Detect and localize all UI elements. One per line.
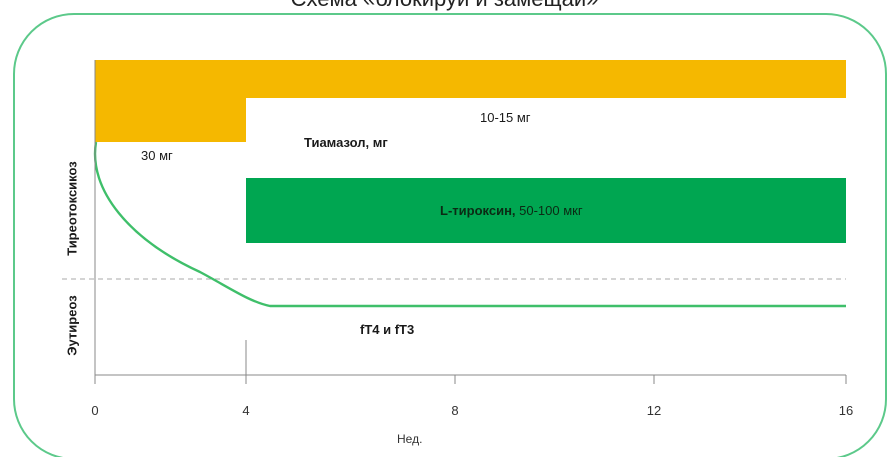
euthyroid-label: Эутиреоз xyxy=(64,295,80,356)
levothyroxine-bar xyxy=(246,178,846,243)
levothyroxine-label: L-тироксин, 50-100 мкг xyxy=(440,203,583,218)
dose-10-15-label: 10-15 мг xyxy=(480,110,531,125)
x-tick-label-8: 8 xyxy=(451,403,459,418)
levothyroxine-dose: 50-100 мкг xyxy=(515,203,583,218)
diagram-title: Схема «блокируй и замещай» xyxy=(0,0,889,12)
thiamazole-bar xyxy=(95,60,846,142)
dose-30-label: 30 мг xyxy=(141,148,173,163)
diagram-frame xyxy=(13,13,887,457)
x-axis-label: Нед. xyxy=(397,432,423,446)
x-tick-label-12: 12 xyxy=(646,403,662,418)
thiamazole-label: Тиамазол, мг xyxy=(304,135,388,150)
x-tick-label-4: 4 xyxy=(242,403,250,418)
thyrotoxicosis-label: Тиреотоксикоз xyxy=(64,161,80,256)
x-tick-label-16: 16 xyxy=(838,403,854,418)
x-tick-label-0: 0 xyxy=(91,403,99,418)
hormones-label: fT4 и fT3 xyxy=(360,322,415,337)
hormone-curve xyxy=(93,141,846,308)
levothyroxine-name: L-тироксин, xyxy=(440,203,516,218)
